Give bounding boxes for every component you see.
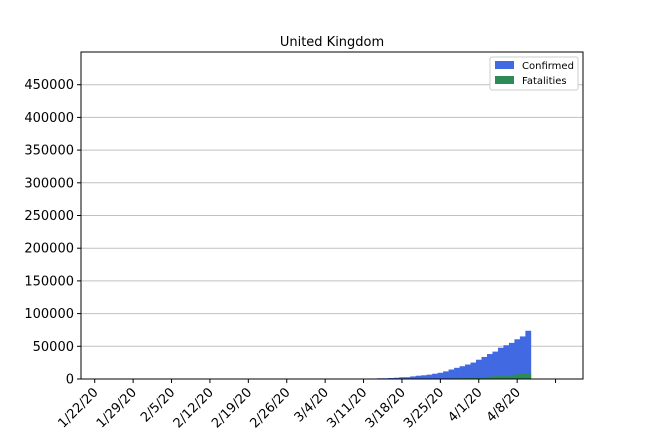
- bar-confirmed: [476, 359, 482, 379]
- bar-fatalities: [476, 377, 482, 379]
- bar-confirmed: [388, 377, 395, 379]
- y-tick-label: 350000: [24, 144, 74, 159]
- bar-fatalities: [481, 377, 488, 379]
- bar-confirmed: [497, 347, 504, 379]
- bar-fatalities: [492, 376, 499, 379]
- bar-confirmed: [465, 364, 471, 379]
- bar-confirmed: [443, 371, 449, 379]
- bar-confirmed: [486, 354, 493, 379]
- grid-lines: [81, 84, 583, 347]
- bar-confirmed: [421, 375, 427, 379]
- bar-fatalities: [514, 374, 521, 379]
- y-tick-label: 200000: [24, 242, 74, 257]
- bar-confirmed: [393, 377, 400, 379]
- bar-confirmed: [459, 366, 466, 379]
- bar-confirmed: [426, 374, 433, 379]
- legend: Confirmed Fatalities: [489, 56, 579, 91]
- bar-fatalities: [486, 376, 493, 379]
- bar-fatalities: [503, 375, 510, 379]
- bar-confirmed: [410, 376, 416, 379]
- legend-swatch-confirmed: [495, 61, 514, 69]
- bar-confirmed: [525, 330, 532, 379]
- legend-swatch-fatalities: [495, 76, 514, 84]
- bar-confirmed: [514, 339, 521, 379]
- bar-confirmed: [437, 372, 444, 379]
- legend-label-fatalities: Fatalities: [522, 76, 567, 87]
- chart-title: United Kingdom: [280, 35, 384, 50]
- y-tick-label: 450000: [24, 78, 74, 93]
- legend-label-confirmed: Confirmed: [522, 61, 574, 72]
- bar-fatalities: [508, 374, 515, 379]
- y-tick-label: 100000: [24, 307, 74, 322]
- bar-confirmed: [470, 362, 477, 379]
- y-tick-label: 50000: [33, 340, 74, 355]
- bar-confirmed: [399, 377, 405, 379]
- bar-confirmed: [519, 336, 526, 379]
- bar-fatalities: [525, 373, 532, 379]
- y-tick-label: 250000: [24, 209, 74, 224]
- y-tick-label: 0: [66, 373, 74, 388]
- bar-fatalities: [519, 373, 526, 379]
- bar-confirmed: [481, 356, 488, 379]
- bar-confirmed: [415, 375, 422, 379]
- bar-confirmed: [508, 342, 515, 379]
- bar-confirmed: [448, 369, 455, 379]
- y-tick-label: 400000: [24, 111, 74, 126]
- bar-fatalities: [497, 375, 504, 379]
- bar-confirmed: [503, 345, 510, 379]
- bar-confirmed: [492, 351, 499, 379]
- y-tick-label: 300000: [24, 176, 74, 191]
- bar-confirmed: [404, 377, 411, 379]
- bars: [141, 330, 532, 379]
- bar-confirmed: [454, 367, 460, 379]
- bar-fatalities: [470, 377, 477, 379]
- bar-confirmed: [432, 373, 438, 379]
- y-tick-label: 150000: [24, 274, 74, 289]
